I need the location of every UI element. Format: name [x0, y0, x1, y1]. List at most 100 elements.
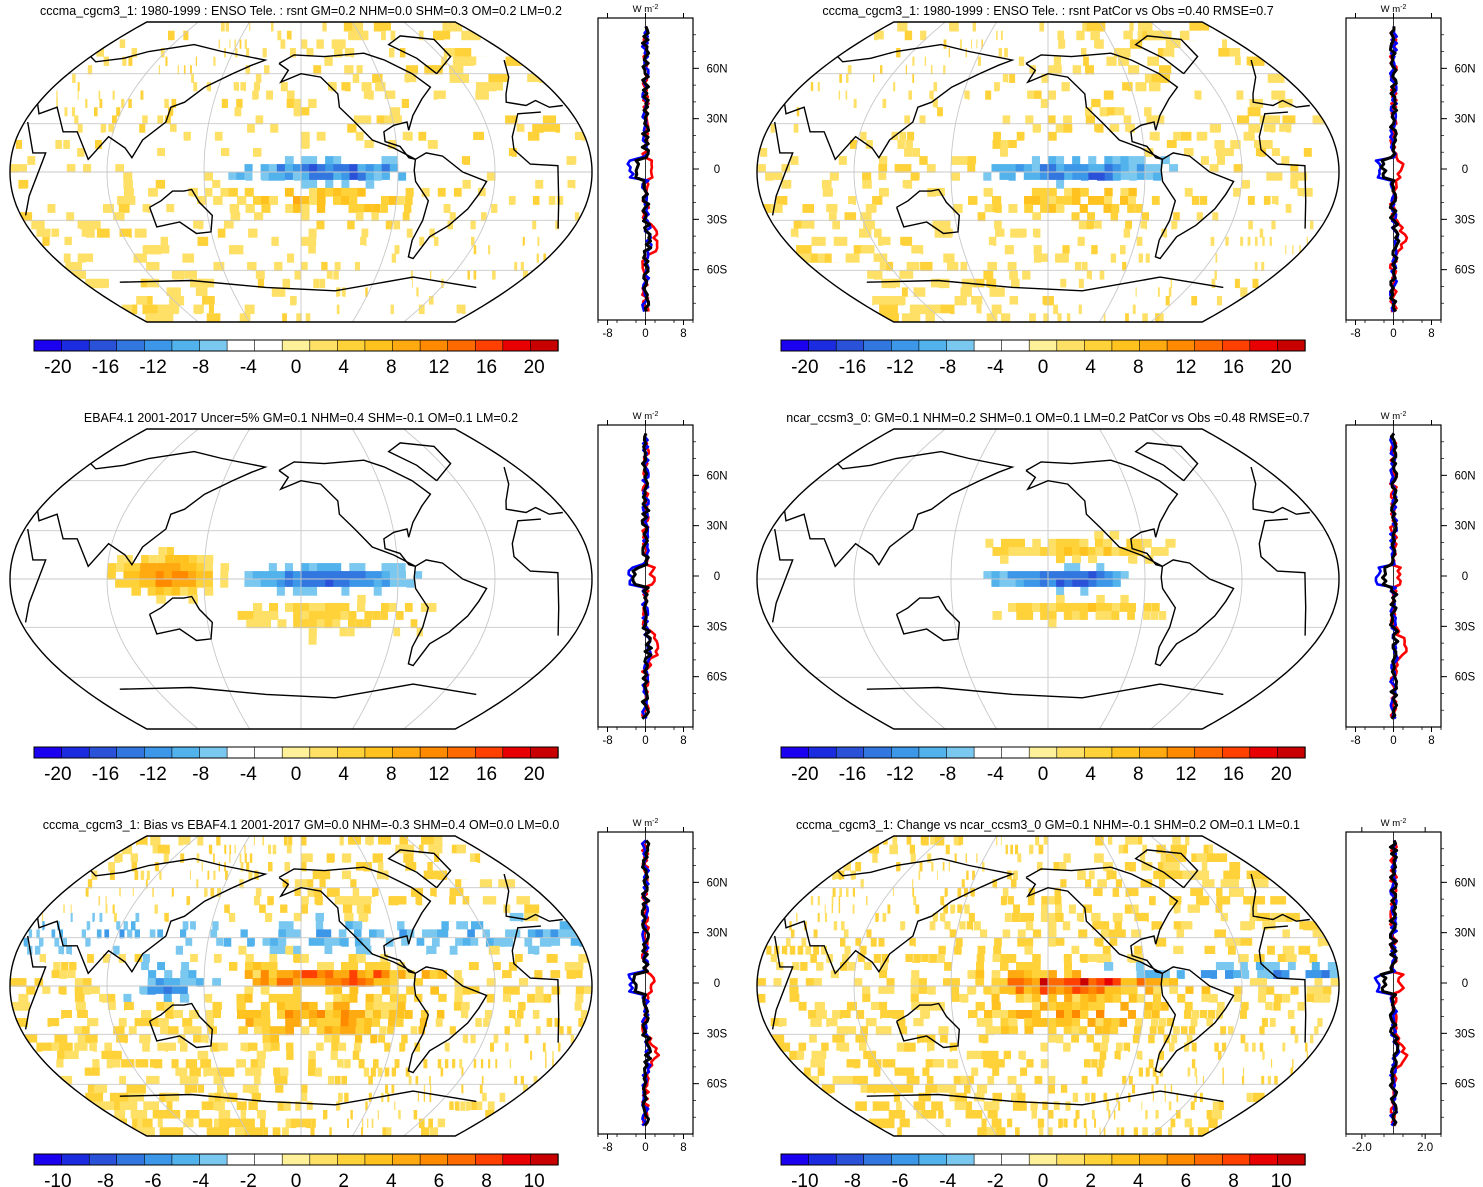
map-cell — [1056, 555, 1065, 564]
map-cell — [1321, 945, 1334, 955]
map-cell — [77, 1059, 93, 1069]
colorbar-swatch — [171, 339, 201, 352]
map-cell — [1229, 228, 1234, 238]
map-cell — [527, 1026, 533, 1036]
map-cell — [136, 212, 148, 222]
map-cell — [142, 204, 154, 213]
map-cell — [416, 1059, 421, 1069]
map-cell — [500, 921, 514, 931]
coastline — [148, 595, 214, 642]
map-cell — [813, 172, 823, 181]
map-cell — [1255, 921, 1269, 931]
map-cell — [793, 220, 807, 230]
map-cell — [492, 270, 496, 280]
map-cell — [211, 836, 217, 846]
map-cell — [278, 1050, 288, 1060]
map-cell — [942, 870, 944, 880]
map-cell — [141, 962, 149, 971]
map-cell — [998, 862, 1003, 872]
map-cell — [190, 921, 196, 931]
map-cell — [295, 304, 302, 315]
map-cell — [423, 1059, 428, 1069]
map-cell — [405, 187, 414, 197]
map-cell — [236, 887, 242, 897]
map-cell — [382, 1127, 387, 1136]
map-cell — [1056, 571, 1065, 580]
map-cell — [115, 179, 125, 189]
map-cell — [293, 921, 302, 931]
colorbar-label: 12 — [428, 357, 449, 378]
map-cell — [412, 962, 423, 971]
map-cell — [212, 179, 222, 189]
map-cell — [235, 1110, 246, 1120]
map-cell — [195, 929, 202, 939]
map-cell — [1032, 212, 1041, 222]
map-cell — [1138, 228, 1145, 238]
map-cell — [465, 1101, 472, 1111]
map-cell — [382, 287, 385, 297]
map-cell — [158, 547, 166, 556]
panel-title: cccma_cgcm3_1: Bias vs EBAF4.1 2001-2017… — [43, 818, 560, 832]
map-cell — [1168, 287, 1172, 297]
map-cell — [268, 172, 278, 181]
map-cell — [175, 945, 183, 955]
map-cell — [330, 921, 340, 931]
map-cell — [131, 993, 141, 1003]
map-cell — [1204, 945, 1216, 955]
map-cell — [496, 896, 512, 906]
lat-tick-label: 0 — [714, 571, 720, 583]
map-cell — [404, 887, 417, 897]
map-cell — [1238, 954, 1249, 963]
profile-unit-sup: -2 — [652, 818, 658, 825]
map-cell — [301, 1084, 308, 1094]
map-cell — [1228, 212, 1234, 222]
map-cell — [155, 993, 166, 1003]
map-cell — [371, 538, 381, 548]
map-cell — [1048, 90, 1056, 100]
map-cell — [444, 1059, 449, 1069]
map-cell — [1119, 270, 1123, 280]
map-cell — [937, 921, 943, 931]
map-cell — [1054, 270, 1062, 280]
colorbar-swatch — [890, 746, 920, 759]
map-cell — [505, 1092, 512, 1103]
map-cell — [397, 586, 407, 596]
map-cell — [1188, 278, 1191, 289]
map-cell — [991, 304, 1002, 315]
map-cell — [505, 929, 518, 939]
map-cell — [1144, 107, 1155, 117]
map-cell — [350, 296, 353, 306]
map-cell — [1009, 48, 1014, 58]
map-cell — [380, 98, 391, 108]
map-cell — [893, 82, 896, 92]
map-cell — [212, 921, 219, 931]
map-cell — [912, 887, 915, 897]
map-cell — [983, 887, 989, 897]
map-cell — [245, 962, 254, 971]
colorbar-label: -4 — [240, 764, 257, 785]
map-cell — [142, 1042, 154, 1052]
map-cell — [309, 978, 318, 987]
map-cell — [236, 1001, 246, 1011]
map-cell — [1148, 98, 1160, 108]
map-cell — [978, 937, 987, 947]
colorbar-swatch — [281, 1153, 311, 1166]
map-cell — [1040, 603, 1049, 612]
map-cell — [999, 586, 1009, 596]
map-cell — [301, 862, 308, 872]
map-cell — [1173, 131, 1184, 141]
map-cell — [1071, 212, 1080, 222]
map-cell — [273, 904, 281, 914]
coastline — [36, 450, 563, 568]
map-cell — [1289, 156, 1300, 165]
map-cell — [159, 278, 174, 289]
colorbar-label: -16 — [839, 357, 866, 378]
map-cell — [223, 1034, 234, 1044]
map-cell — [873, 73, 875, 83]
map-cell — [155, 586, 166, 596]
map-cell — [333, 563, 343, 572]
map-cell — [976, 912, 983, 922]
map-cell — [843, 862, 851, 872]
map-cell — [892, 887, 894, 897]
map-cell — [146, 1075, 160, 1086]
